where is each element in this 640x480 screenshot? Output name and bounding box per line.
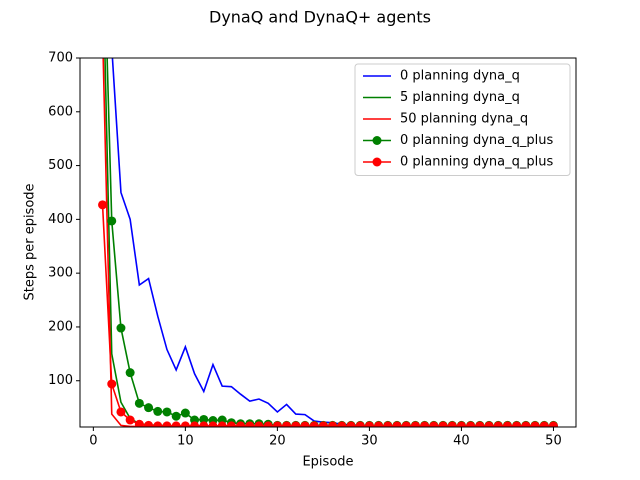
point xyxy=(466,421,476,427)
point xyxy=(134,419,144,427)
point xyxy=(180,421,190,427)
legend-label: 0 planning dyna_q xyxy=(400,69,520,84)
point xyxy=(539,421,549,427)
y-tick-label: 400 xyxy=(48,212,73,227)
point xyxy=(401,421,411,427)
axes-frame xyxy=(79,57,577,428)
point xyxy=(180,408,190,418)
point xyxy=(502,421,512,427)
point xyxy=(475,421,485,427)
point xyxy=(171,411,181,421)
point xyxy=(300,421,310,427)
point xyxy=(374,421,384,427)
point xyxy=(125,368,135,378)
x-tick-label: 40 xyxy=(453,434,470,449)
point xyxy=(383,421,393,427)
x-axis-label: Episode xyxy=(302,455,353,470)
point xyxy=(236,421,246,427)
point xyxy=(429,421,439,427)
y-axis-label: Steps per episode xyxy=(23,183,38,300)
legend-label: 5 planning dyna_q xyxy=(400,90,520,105)
point xyxy=(199,421,209,427)
point xyxy=(521,421,531,427)
point xyxy=(493,421,503,427)
point xyxy=(337,421,347,427)
point xyxy=(107,216,117,226)
point xyxy=(153,406,163,416)
point xyxy=(254,421,264,427)
point xyxy=(346,421,356,427)
legend-marker xyxy=(372,136,382,145)
x-tick-label: 0 xyxy=(89,434,97,449)
point xyxy=(171,421,181,427)
point xyxy=(309,421,319,427)
point xyxy=(438,421,448,427)
point xyxy=(116,323,126,333)
point xyxy=(392,421,402,427)
y-tick-label: 500 xyxy=(48,158,73,173)
point xyxy=(328,421,338,427)
point xyxy=(512,421,522,427)
point xyxy=(98,200,108,210)
y-tick-label: 300 xyxy=(48,266,73,281)
point xyxy=(125,415,135,425)
point xyxy=(291,421,301,427)
series-line xyxy=(101,204,554,427)
point xyxy=(208,421,218,427)
point xyxy=(134,398,144,408)
point xyxy=(217,421,227,427)
point xyxy=(263,421,273,427)
legend-marker xyxy=(372,157,382,167)
legend-box xyxy=(354,63,571,176)
point xyxy=(107,379,117,389)
x-tick-label: 30 xyxy=(361,434,378,449)
y-tick-label: 700 xyxy=(48,51,73,66)
legend-label: 0 planning dyna_q_plus xyxy=(400,133,553,148)
point xyxy=(162,407,172,417)
point xyxy=(226,421,236,427)
point xyxy=(548,421,558,427)
x-tick-label: 50 xyxy=(545,434,562,449)
plot-area xyxy=(98,58,558,427)
point xyxy=(153,421,163,427)
point xyxy=(447,421,457,427)
point xyxy=(272,421,282,427)
y-tick-label: 600 xyxy=(48,104,73,119)
point xyxy=(116,407,126,417)
point xyxy=(190,421,200,427)
chart-title: DynaQ and DynaQ+ agents xyxy=(209,8,431,27)
point xyxy=(245,421,255,427)
point xyxy=(410,421,420,427)
point xyxy=(420,421,430,427)
x-tick-label: 20 xyxy=(269,434,286,449)
point xyxy=(199,414,209,424)
y-tick-label: 100 xyxy=(48,373,73,388)
y-tick-label: 200 xyxy=(48,319,73,334)
point xyxy=(144,403,154,413)
point xyxy=(144,420,154,427)
point xyxy=(530,421,540,427)
point xyxy=(484,421,494,427)
point xyxy=(318,421,328,427)
legend-label: 50 planning dyna_q xyxy=(400,112,528,127)
legend-label: 0 planning dyna_q_plus xyxy=(400,155,553,170)
point xyxy=(364,421,374,427)
point xyxy=(355,421,365,427)
point xyxy=(456,421,466,427)
point xyxy=(162,421,172,427)
x-tick-label: 10 xyxy=(177,434,194,449)
point xyxy=(282,421,292,427)
